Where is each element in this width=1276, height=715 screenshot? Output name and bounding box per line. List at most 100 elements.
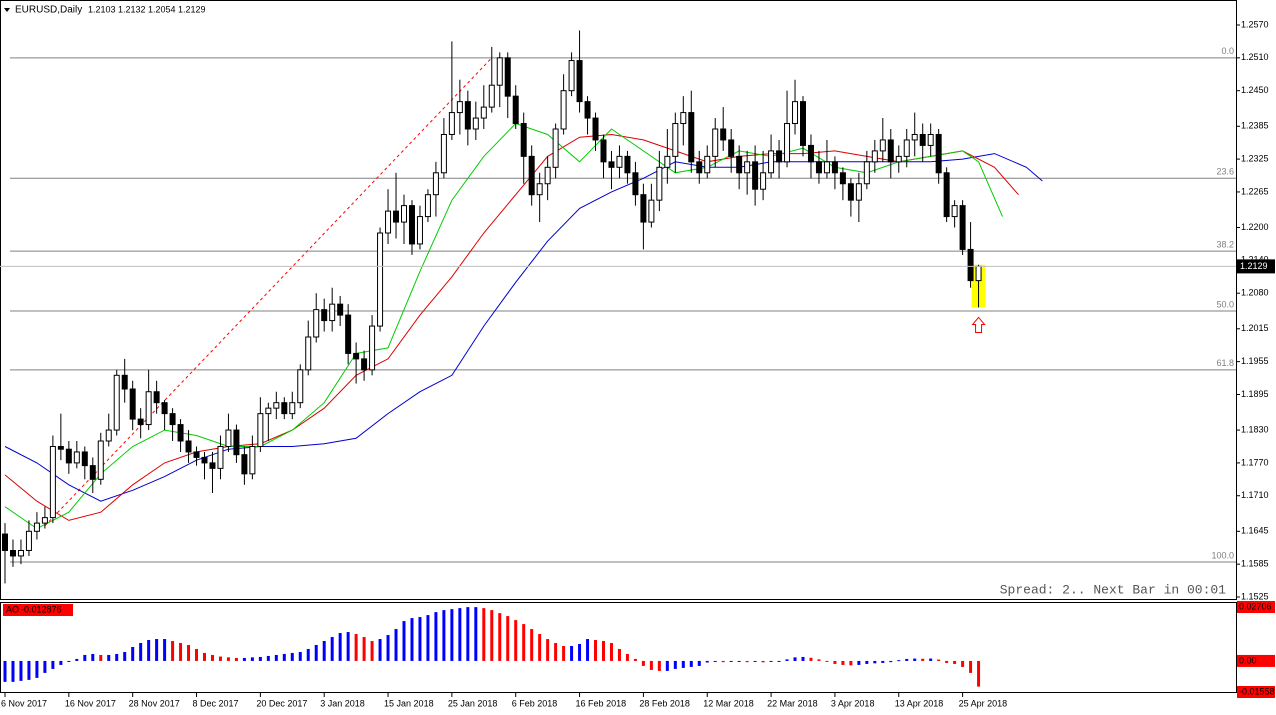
candle-body (408, 205, 415, 245)
ao-bar (514, 620, 518, 661)
candle-body (305, 336, 312, 371)
ao-bar (602, 641, 605, 661)
candle-body (97, 440, 104, 480)
candle-body (544, 166, 551, 185)
status: Spread: 2.. Next Bar in 00:01 (1000, 582, 1226, 597)
ao-tick-label: 0.00 (1239, 655, 1257, 665)
candle-body (568, 60, 575, 92)
header-low: 1.2054 (148, 4, 176, 14)
ao-bar (51, 660, 55, 669)
ao-bar (59, 660, 63, 665)
ao-bar (721, 660, 725, 663)
header-open: 1.2103 (88, 4, 116, 14)
fib-label: 100.0 (1211, 550, 1234, 560)
y-tick-label: 1.1895 (1241, 389, 1269, 399)
candle-body (2, 533, 8, 551)
candle-body (768, 150, 775, 174)
ao-current: -0.012876 (21, 604, 62, 614)
ao-bar (825, 660, 829, 662)
ao-bar (745, 660, 749, 663)
ao-bar (873, 660, 877, 664)
candle-body (680, 112, 687, 125)
ao-bar (929, 658, 933, 661)
ao-bar (362, 637, 366, 661)
ao-bar (442, 610, 446, 661)
candle-body (321, 309, 328, 322)
ao-bar (418, 617, 422, 661)
ao-bar (641, 660, 645, 666)
candle-body (257, 413, 264, 447)
y-tick-label: 1.2325 (1241, 153, 1269, 163)
candle-body (664, 155, 671, 168)
ao-bar (617, 648, 621, 661)
ao-bar (67, 660, 71, 662)
candle-body (528, 155, 535, 196)
ao-bar (314, 644, 318, 661)
ao-bar (522, 624, 526, 661)
ao-bar (250, 657, 254, 661)
ao-bar (625, 653, 629, 661)
ao-bar (594, 640, 598, 661)
candle-body (823, 161, 830, 174)
ao-bar (482, 608, 486, 661)
fib-label: 23.6 (1216, 167, 1234, 177)
ao-bar (147, 640, 151, 661)
ao-bar (961, 660, 965, 667)
candle-body (919, 133, 926, 146)
candle-body (696, 161, 703, 174)
y-tick-label: 1.2080 (1241, 288, 1269, 298)
ao-pane (0, 602, 1237, 693)
candle-body (424, 194, 431, 218)
candle-body (887, 139, 894, 163)
x-tick-label: 6 Nov 2017 (1, 698, 47, 708)
candle-body (25, 530, 32, 551)
candle-body (584, 101, 591, 119)
ao-bar (530, 629, 534, 661)
ao-bar (354, 634, 358, 661)
candle-body (536, 183, 543, 196)
ao-bar (3, 660, 7, 682)
ao-bar (578, 643, 582, 661)
ao-bar (546, 639, 550, 661)
ao-bar (538, 634, 542, 661)
ao-bar (306, 648, 310, 661)
ao-bar (881, 660, 885, 663)
ao-bar (91, 653, 95, 661)
candle-body (815, 161, 822, 174)
y-tick-label: 1.1770 (1241, 457, 1269, 467)
candle-body (935, 133, 942, 174)
x-tick-label: 25 Jan 2018 (448, 698, 498, 708)
candle-body (241, 454, 248, 475)
ao-bar (258, 656, 262, 661)
ao-bar (897, 660, 901, 662)
ao-bar (282, 653, 286, 661)
candle-body (456, 101, 463, 114)
candle-body (480, 106, 487, 119)
header-close: 1.2129 (178, 4, 206, 14)
y-tick-label: 1.2450 (1241, 85, 1269, 95)
ao-bar (242, 657, 246, 661)
candle-body (831, 161, 838, 174)
y-tick-label: 1.1955 (1241, 356, 1269, 366)
candle-body (337, 303, 344, 316)
ao-bar (474, 607, 478, 661)
y-tick-label: 1.1710 (1241, 490, 1269, 500)
ao-bar (689, 660, 693, 667)
candle-body (289, 402, 296, 415)
candle-body (895, 155, 902, 163)
ao-bar (586, 639, 590, 661)
ao-bar (841, 660, 845, 665)
ao-bar (849, 660, 853, 666)
ao-bar (210, 654, 214, 661)
ao-bar (171, 641, 175, 661)
y-tick-label: 1.1585 (1241, 559, 1269, 569)
ao-bar (761, 660, 765, 663)
candle-body (145, 391, 152, 426)
header-high: 1.2132 (118, 4, 146, 14)
ao-bar (99, 654, 103, 661)
candle-body (560, 90, 567, 130)
y-tick-label: 1.2570 (1241, 19, 1269, 29)
ao-bar (274, 654, 278, 661)
candle-body (839, 172, 846, 185)
ao-bar (386, 635, 390, 661)
